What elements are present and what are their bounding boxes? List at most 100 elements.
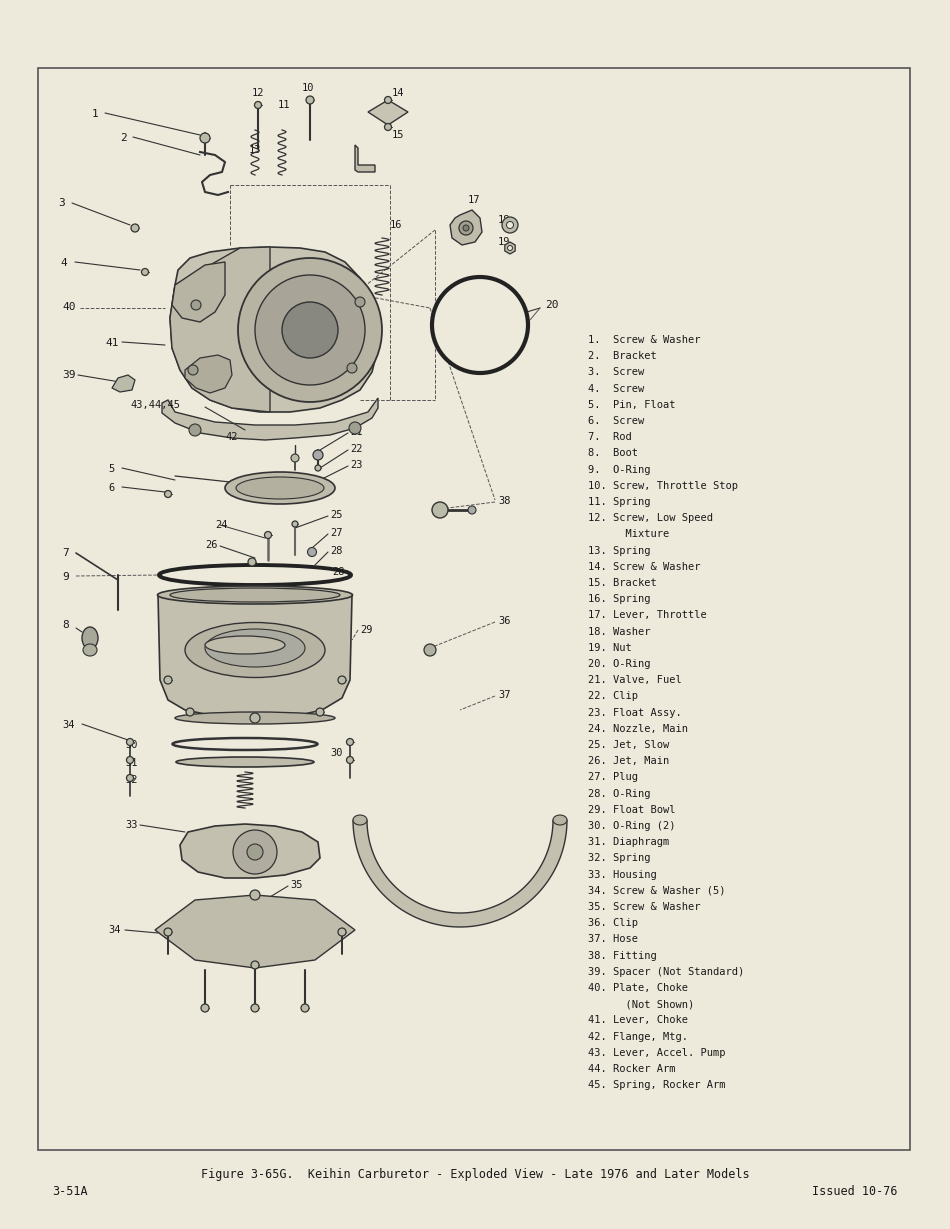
Text: 29. Float Bowl: 29. Float Bowl bbox=[588, 805, 675, 815]
Text: 8: 8 bbox=[62, 619, 68, 630]
Polygon shape bbox=[504, 242, 515, 254]
Circle shape bbox=[164, 676, 172, 685]
Ellipse shape bbox=[205, 635, 285, 654]
Text: 37. Hose: 37. Hose bbox=[588, 934, 638, 944]
Text: 2: 2 bbox=[120, 133, 126, 143]
Ellipse shape bbox=[353, 815, 367, 825]
Polygon shape bbox=[355, 145, 375, 172]
Circle shape bbox=[164, 490, 172, 498]
Text: 23: 23 bbox=[350, 460, 363, 469]
Circle shape bbox=[126, 739, 134, 746]
Circle shape bbox=[355, 297, 365, 307]
Text: 30: 30 bbox=[125, 740, 138, 750]
Text: 29: 29 bbox=[360, 626, 372, 635]
Text: (Not Shown): (Not Shown) bbox=[588, 999, 694, 1009]
Text: 34: 34 bbox=[62, 720, 74, 730]
Text: 12: 12 bbox=[252, 88, 264, 98]
Text: Mixture: Mixture bbox=[588, 530, 669, 540]
Text: 3.  Screw: 3. Screw bbox=[588, 367, 644, 377]
Circle shape bbox=[308, 547, 316, 557]
Text: 1.  Screw & Washer: 1. Screw & Washer bbox=[588, 336, 700, 345]
Text: 1: 1 bbox=[92, 109, 99, 119]
Text: 41. Lever, Choke: 41. Lever, Choke bbox=[588, 1015, 688, 1025]
Text: 28. O-Ring: 28. O-Ring bbox=[588, 789, 651, 799]
Text: 43. Lever, Accel. Pump: 43. Lever, Accel. Pump bbox=[588, 1048, 726, 1058]
Polygon shape bbox=[172, 262, 225, 322]
Circle shape bbox=[142, 268, 148, 275]
Text: 16: 16 bbox=[390, 220, 403, 230]
Circle shape bbox=[459, 221, 473, 235]
Circle shape bbox=[255, 102, 261, 108]
Text: 22. Clip: 22. Clip bbox=[588, 692, 638, 702]
Text: 26. Jet, Main: 26. Jet, Main bbox=[588, 756, 669, 766]
Circle shape bbox=[238, 258, 382, 402]
Text: 21: 21 bbox=[350, 426, 363, 438]
Circle shape bbox=[347, 363, 357, 372]
Text: 36. Clip: 36. Clip bbox=[588, 918, 638, 928]
Text: 12. Screw, Low Speed: 12. Screw, Low Speed bbox=[588, 514, 713, 524]
Ellipse shape bbox=[173, 737, 317, 750]
Text: 26: 26 bbox=[205, 540, 218, 551]
Text: 36: 36 bbox=[498, 616, 510, 626]
Circle shape bbox=[251, 1004, 259, 1011]
Text: 14. Screw & Washer: 14. Screw & Washer bbox=[588, 562, 700, 571]
Text: 16. Spring: 16. Spring bbox=[588, 594, 651, 605]
Circle shape bbox=[385, 123, 391, 130]
Text: 6: 6 bbox=[108, 483, 114, 493]
Text: 31. Diaphragm: 31. Diaphragm bbox=[588, 837, 669, 847]
Circle shape bbox=[432, 501, 448, 517]
Polygon shape bbox=[112, 375, 135, 392]
Text: 25. Jet, Slow: 25. Jet, Slow bbox=[588, 740, 669, 750]
Ellipse shape bbox=[170, 587, 340, 602]
Circle shape bbox=[255, 275, 365, 385]
Polygon shape bbox=[162, 398, 378, 440]
Text: 11. Spring: 11. Spring bbox=[588, 497, 651, 508]
Ellipse shape bbox=[158, 586, 352, 603]
Circle shape bbox=[313, 450, 323, 460]
Text: 34. Screw & Washer (5): 34. Screw & Washer (5) bbox=[588, 886, 726, 896]
Text: 13: 13 bbox=[249, 145, 261, 155]
Text: 32: 32 bbox=[125, 775, 138, 785]
Polygon shape bbox=[170, 247, 270, 412]
Circle shape bbox=[432, 277, 528, 372]
Polygon shape bbox=[158, 595, 352, 718]
Text: 2.  Bracket: 2. Bracket bbox=[588, 351, 656, 361]
Text: 7: 7 bbox=[62, 548, 68, 558]
Text: 3: 3 bbox=[58, 198, 65, 208]
Circle shape bbox=[315, 465, 321, 471]
Ellipse shape bbox=[159, 565, 351, 585]
Text: 24: 24 bbox=[215, 520, 227, 530]
Text: 8.  Boot: 8. Boot bbox=[588, 449, 638, 458]
Text: 33: 33 bbox=[125, 820, 138, 830]
Text: 28: 28 bbox=[330, 546, 343, 556]
Circle shape bbox=[291, 454, 299, 462]
Text: 32. Spring: 32. Spring bbox=[588, 853, 651, 864]
Text: 25: 25 bbox=[330, 510, 343, 520]
Ellipse shape bbox=[205, 629, 305, 667]
Text: 40. Plate, Choke: 40. Plate, Choke bbox=[588, 983, 688, 993]
Text: 40: 40 bbox=[62, 302, 75, 312]
Circle shape bbox=[301, 1004, 309, 1011]
Text: 4: 4 bbox=[60, 258, 66, 268]
Polygon shape bbox=[185, 355, 232, 393]
Circle shape bbox=[349, 422, 361, 434]
Circle shape bbox=[463, 225, 469, 231]
Text: 18. Washer: 18. Washer bbox=[588, 627, 651, 637]
Text: 20. O-Ring: 20. O-Ring bbox=[588, 659, 651, 669]
Circle shape bbox=[264, 531, 272, 538]
Circle shape bbox=[506, 221, 514, 229]
Circle shape bbox=[191, 300, 201, 310]
Text: 23. Float Assy.: 23. Float Assy. bbox=[588, 708, 682, 718]
Text: 35: 35 bbox=[290, 880, 302, 890]
Circle shape bbox=[316, 708, 324, 717]
Text: 38. Fitting: 38. Fitting bbox=[588, 950, 656, 961]
Text: 21. Valve, Fuel: 21. Valve, Fuel bbox=[588, 675, 682, 686]
Text: 37: 37 bbox=[498, 689, 510, 701]
Text: 18: 18 bbox=[498, 215, 510, 225]
Text: 10. Screw, Throttle Stop: 10. Screw, Throttle Stop bbox=[588, 481, 738, 490]
Circle shape bbox=[347, 757, 353, 763]
Text: 33. Housing: 33. Housing bbox=[588, 870, 656, 880]
Circle shape bbox=[250, 713, 260, 723]
Ellipse shape bbox=[553, 815, 567, 825]
Circle shape bbox=[126, 757, 134, 763]
